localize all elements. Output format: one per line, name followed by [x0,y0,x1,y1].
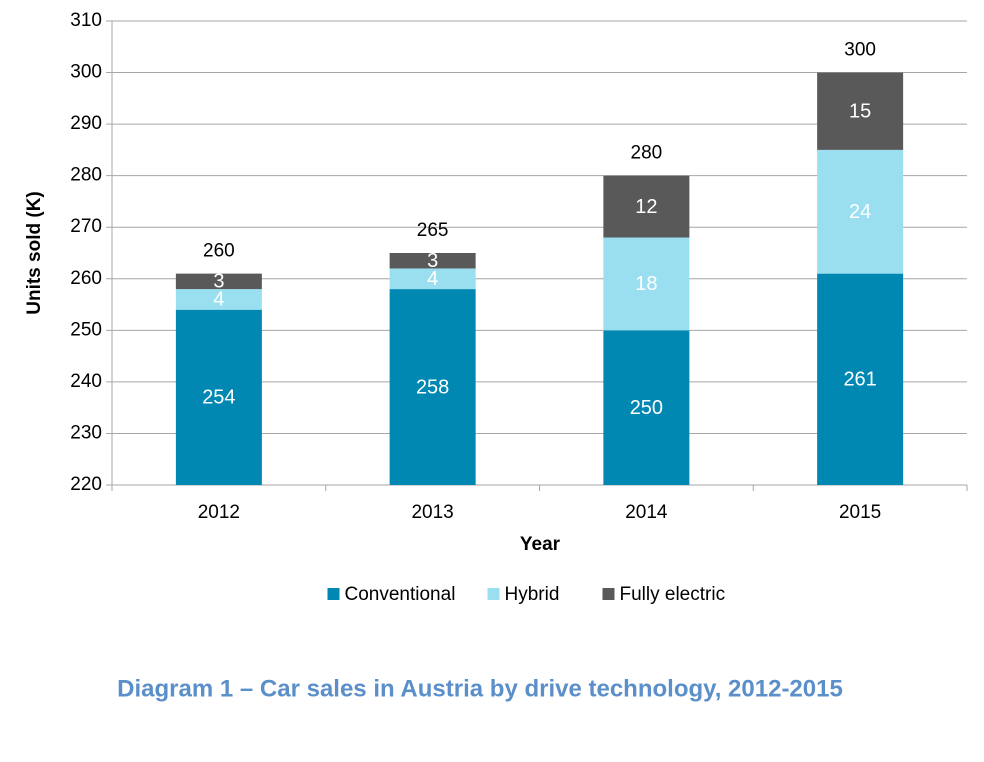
legend-label: Fully electric [620,584,726,605]
bar-segment [817,273,904,485]
x-tick-label: 2014 [625,502,668,523]
segment-label: 18 [635,273,657,295]
bar-segment [175,289,262,310]
total-label: 280 [631,143,663,164]
segment-label: 12 [635,196,657,218]
bar-segment [389,289,476,485]
y-tick-label: 240 [70,371,102,392]
bar-segment [817,149,904,274]
bar-segment [389,268,476,290]
y-axis-label: Units sold (K) [24,191,45,315]
segment-label: 3 [427,250,438,272]
y-tick-label: 310 [70,10,102,31]
x-tick-label: 2013 [411,502,453,523]
total-label: 265 [417,220,449,241]
caption: Diagram 1 – Car sales in Austria by driv… [117,675,843,702]
total-label: 260 [203,241,235,262]
y-tick-label: 230 [70,422,102,443]
total-label: 300 [844,40,876,61]
legend-label: Conventional [345,584,456,605]
segment-label: 15 [849,101,871,123]
y-tick-label: 220 [70,474,102,495]
legend-swatch [327,588,340,600]
segment-label: 4 [427,268,438,290]
bar-segment [175,309,262,485]
segment-label: 24 [849,201,871,223]
bar-segment [603,175,690,238]
y-tick-label: 250 [70,319,102,340]
bar-segment [603,330,690,485]
y-tick-label: 290 [70,113,102,134]
bar-segment [175,273,262,290]
y-tick-label: 280 [70,165,102,186]
segment-label: 261 [843,369,876,391]
y-tick-label: 300 [70,62,102,83]
legend-swatch [487,588,500,600]
legend-label: Hybrid [505,584,560,605]
y-tick-label: 270 [70,216,102,237]
segment-label: 254 [202,387,235,409]
y-tick-label: 260 [70,268,102,289]
segment-label: 258 [416,376,449,398]
x-axis-label: Year [520,534,561,555]
bar-segment [603,237,690,331]
bar-segment [389,253,476,269]
segment-label: 4 [213,289,224,311]
x-tick-label: 2012 [198,502,240,523]
segment-label: 250 [630,397,663,419]
bar-segment [817,72,904,150]
legend-swatch [602,588,615,600]
x-tick-label: 2015 [839,502,881,523]
segment-label: 3 [213,271,224,293]
